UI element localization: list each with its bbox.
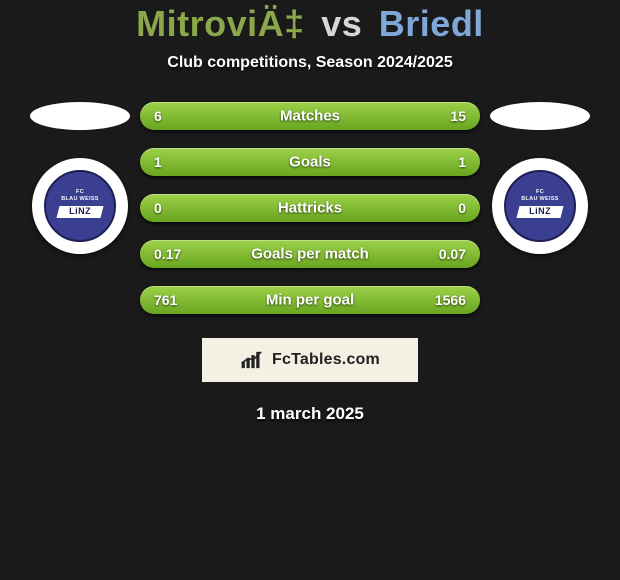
- stat-bars: 6 Matches 15 1 Goals 1 0 Hattricks 0 0.1…: [140, 102, 480, 314]
- crest-badge: FC BLAU WEISS LiNZ: [44, 170, 116, 242]
- date-label: 1 march 2025: [0, 404, 620, 424]
- stat-row-min-per-goal: 761 Min per goal 1566: [140, 286, 480, 314]
- stat-left: 761: [154, 292, 177, 308]
- stat-label: Hattricks: [278, 199, 342, 216]
- stat-row-matches: 6 Matches 15: [140, 102, 480, 130]
- brand-text: FcTables.com: [272, 351, 380, 369]
- stat-row-goals: 1 Goals 1: [140, 148, 480, 176]
- stat-label: Min per goal: [266, 291, 354, 308]
- crest-mid: LiNZ: [57, 206, 104, 218]
- player1-club-crest: FC BLAU WEISS LiNZ: [32, 158, 128, 254]
- stat-row-goals-per-match: 0.17 Goals per match 0.07: [140, 240, 480, 268]
- player2-photo-placeholder: [490, 102, 590, 130]
- player1-name: MitroviÄ‡: [136, 3, 305, 44]
- crest-mid: LiNZ: [517, 206, 564, 218]
- stat-right: 1566: [435, 292, 466, 308]
- crest-mid-text: LiNZ: [529, 207, 551, 216]
- stat-label: Goals: [289, 153, 331, 170]
- vs-label: vs: [321, 3, 362, 44]
- stat-label: Matches: [280, 107, 340, 124]
- stat-left: 0: [154, 200, 162, 216]
- crest-top-arc: BLAU WEISS: [61, 197, 99, 203]
- stat-left: 6: [154, 108, 162, 124]
- crest-mid-text: LiNZ: [69, 207, 91, 216]
- player2-name: Briedl: [379, 3, 484, 44]
- brand-chart-icon: [240, 350, 266, 370]
- title: MitroviÄ‡ vs Briedl: [0, 4, 620, 44]
- crest-top-arc: BLAU WEISS: [521, 197, 559, 203]
- stat-right: 15: [450, 108, 466, 124]
- stat-left: 0.17: [154, 246, 181, 262]
- stat-right: 1: [458, 154, 466, 170]
- player2-club-crest: FC BLAU WEISS LiNZ: [492, 158, 588, 254]
- brand-badge: FcTables.com: [202, 338, 418, 382]
- left-side: FC BLAU WEISS LiNZ: [20, 102, 140, 254]
- stat-label: Goals per match: [251, 245, 369, 262]
- stat-left: 1: [154, 154, 162, 170]
- content-row: FC BLAU WEISS LiNZ 6 Matches 15 1 Goals …: [0, 102, 620, 314]
- stat-right: 0.07: [439, 246, 466, 262]
- subtitle: Club competitions, Season 2024/2025: [0, 54, 620, 72]
- stat-right: 0: [458, 200, 466, 216]
- comparison-card: MitroviÄ‡ vs Briedl Club competitions, S…: [0, 0, 620, 580]
- stat-row-hattricks: 0 Hattricks 0: [140, 194, 480, 222]
- crest-badge: FC BLAU WEISS LiNZ: [504, 170, 576, 242]
- right-side: FC BLAU WEISS LiNZ: [480, 102, 600, 254]
- player1-photo-placeholder: [30, 102, 130, 130]
